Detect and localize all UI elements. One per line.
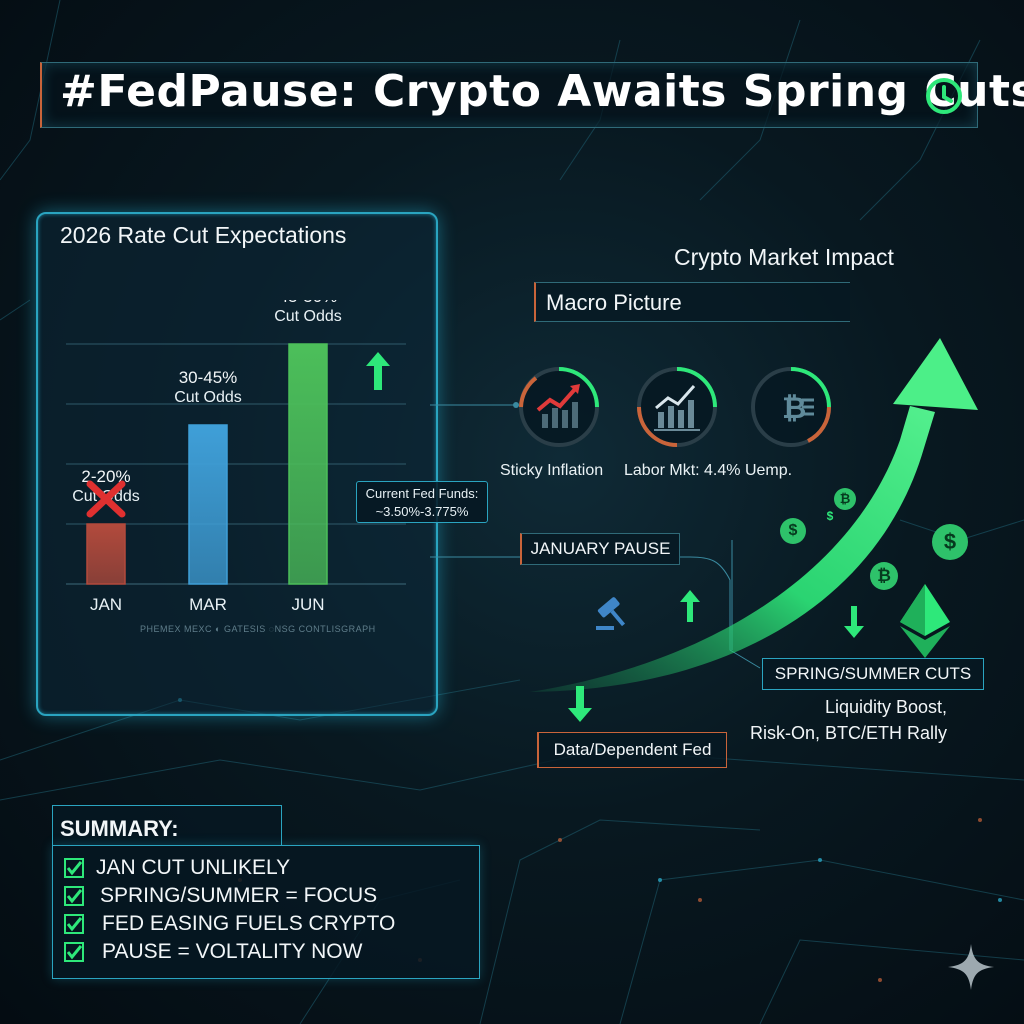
january-pause-label: JANUARY PAUSE bbox=[520, 533, 680, 565]
fed-funds-box: Current Fed Funds: ~3.50%-3.775% bbox=[356, 481, 488, 523]
bar-value-sub-label: Cut Odds bbox=[174, 389, 242, 406]
ethereum-icon bbox=[900, 584, 950, 658]
summary-item: PAUSE = VOLTALITY NOW bbox=[102, 940, 363, 963]
data-dependent-label: Data/Dependent Fed bbox=[537, 732, 727, 768]
bar-value-label: 2-20% bbox=[81, 467, 130, 486]
bar-value-label: 45-50% bbox=[279, 300, 338, 306]
checkmark-icon bbox=[64, 858, 84, 878]
summary-item: FED EASING FUELS CRYPTO bbox=[102, 912, 396, 935]
bitcoin-coin-icon: ₿ bbox=[834, 488, 856, 510]
up-arrow-small-icon bbox=[680, 590, 700, 622]
summary-tab bbox=[52, 805, 282, 845]
chart-sources: PHEMEX MEXC ◐ GATESIS ◌NSG CONTLISGRAPH bbox=[140, 624, 376, 634]
liquidity-line-1: Liquidity Boost, bbox=[824, 697, 948, 717]
fed-funds-label: Current Fed Funds: bbox=[365, 486, 479, 501]
bar-value-label: 30-45% bbox=[179, 368, 238, 387]
bitcoin-icon: ₿ bbox=[751, 367, 831, 447]
inflation-chart-icon bbox=[519, 367, 599, 447]
bar-jan bbox=[86, 523, 126, 585]
down-arrow-icon bbox=[844, 606, 864, 638]
x-tick-label: JUN bbox=[291, 595, 324, 614]
summary-item: JAN CUT UNLIKELY bbox=[96, 856, 291, 879]
spring-summer-cuts-label: SPRING/SUMMER CUTS bbox=[762, 658, 984, 690]
dollar-coin-icon-large: $ bbox=[932, 524, 968, 560]
checkmark-icon bbox=[64, 942, 84, 962]
checkmark-icon bbox=[64, 914, 84, 934]
x-tick-label: MAR bbox=[189, 595, 227, 614]
sparkle-icon bbox=[948, 944, 994, 990]
bar-value-sub-label: Cut Odds bbox=[274, 308, 342, 325]
up-arrow-icon bbox=[366, 352, 390, 390]
bar-jun bbox=[288, 343, 328, 585]
macro-picture-box bbox=[534, 282, 850, 322]
clock-icon bbox=[926, 78, 962, 114]
chart-title: 2026 Rate Cut Expectations bbox=[60, 222, 347, 248]
labor-chart-icon bbox=[637, 367, 717, 447]
bar-mar bbox=[188, 424, 228, 585]
title-banner bbox=[40, 62, 978, 128]
red-x-icon bbox=[86, 480, 126, 518]
dollar-sign-icon: $ bbox=[826, 509, 834, 523]
growth-arrow bbox=[530, 338, 978, 692]
bar-chart: JAN 2-20% Cut Odds MAR 30-45% Cut Odds JUN 45-5… bbox=[66, 300, 406, 614]
fed-funds-value: ~3.50%-3.775% bbox=[375, 504, 469, 519]
gavel-icon bbox=[596, 597, 626, 630]
bitcoin-coin-icon-2: ₿ bbox=[870, 562, 898, 590]
dollar-coin-icon: $ bbox=[780, 518, 806, 544]
checkmark-icon bbox=[64, 886, 84, 906]
x-tick-label: JAN bbox=[90, 595, 122, 614]
macro-picture-label: Macro Picture bbox=[546, 290, 682, 315]
summary-title: SUMMARY: bbox=[60, 816, 179, 841]
summary-panel bbox=[52, 845, 480, 979]
summary-item: SPRING/SUMMER = FOCUS bbox=[100, 884, 378, 907]
page-title: #FedPause: Crypto Awaits Spring Cuts bbox=[60, 66, 1024, 117]
impact-title: Crypto Market Impact bbox=[674, 244, 894, 270]
inflation-label: Sticky Inflation bbox=[500, 462, 604, 479]
labor-label: Labor Mkt: 4.4% Uemp. bbox=[624, 462, 793, 479]
down-arrow-icon-2 bbox=[568, 686, 592, 722]
liquidity-line-2: Risk-On, BTC/ETH Rally bbox=[750, 723, 948, 743]
liquidity-text: Liquidity Boost, Risk-On, BTC/ETH Rally bbox=[750, 694, 947, 746]
